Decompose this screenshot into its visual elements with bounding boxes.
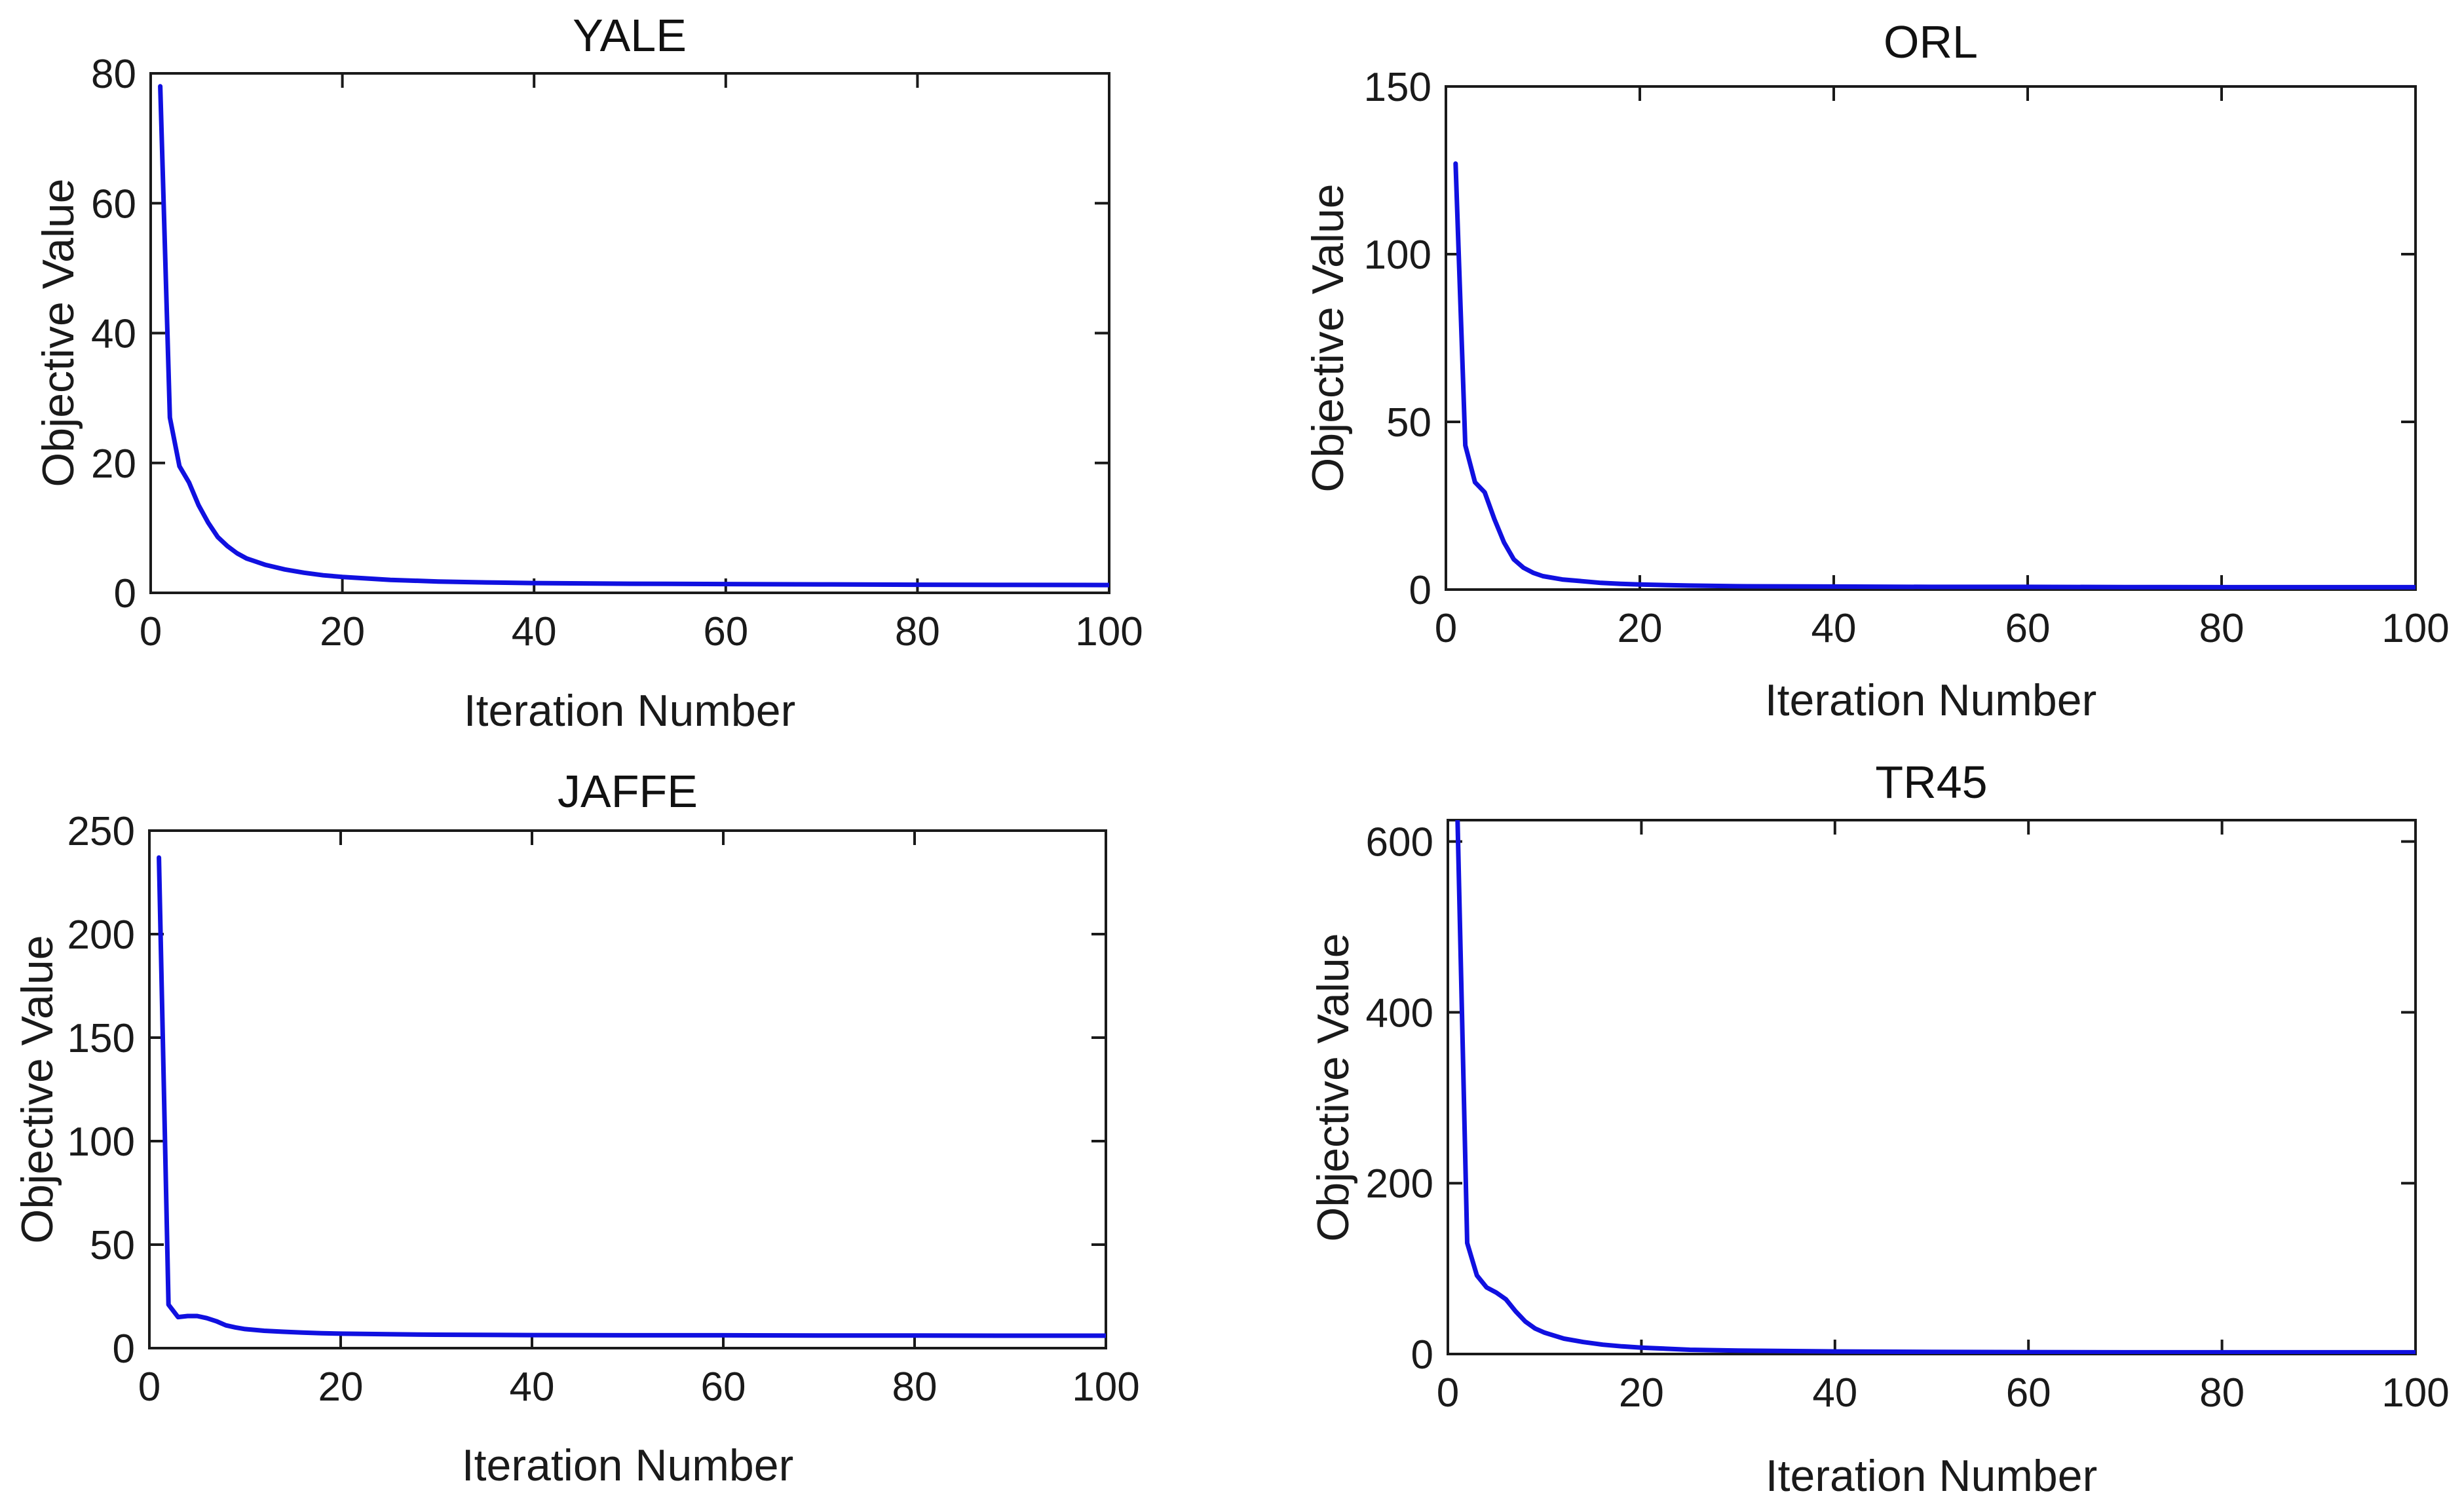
x-tick-label: 0 bbox=[1435, 606, 1457, 651]
x-tick-label: 100 bbox=[1075, 609, 1143, 654]
x-tick-label: 100 bbox=[2381, 606, 2449, 651]
y-tick-label: 150 bbox=[1364, 65, 1431, 110]
x-tick-label: 20 bbox=[318, 1365, 364, 1410]
y-tick-label: 40 bbox=[91, 312, 136, 357]
y-tick-label: 0 bbox=[1409, 568, 1431, 613]
x-tick-label: 0 bbox=[138, 1365, 161, 1410]
y-tick-label: 0 bbox=[1411, 1332, 1433, 1378]
subplot-tr45: TR45 Objective Value Iteration Number 0 2… bbox=[1308, 757, 2450, 1501]
x-tick-label: 100 bbox=[2381, 1370, 2449, 1416]
subplot-orl: ORL Objective Value Iteration Number 0 20… bbox=[1303, 16, 2450, 725]
series-line bbox=[157, 855, 1106, 1338]
subplot-title: ORL bbox=[1884, 16, 1978, 67]
x-tick-label: 100 bbox=[1072, 1365, 1139, 1410]
y-axis-label: Objective Value bbox=[1303, 183, 1353, 492]
x-axis-label: Iteration Number bbox=[462, 1440, 793, 1490]
x-tick-label: 40 bbox=[1811, 606, 1857, 651]
x-tick-label: 0 bbox=[1437, 1370, 1459, 1416]
y-tick-label: 400 bbox=[1366, 990, 1433, 1036]
y-tick-label: 0 bbox=[114, 571, 136, 616]
x-tick-label: 40 bbox=[510, 1365, 555, 1410]
y-tick-label: 250 bbox=[67, 809, 135, 854]
y-tick-label: 200 bbox=[67, 913, 135, 958]
subplot-title: TR45 bbox=[1875, 757, 1987, 808]
plot-frame bbox=[1445, 85, 2417, 591]
x-tick-label: 60 bbox=[703, 609, 748, 654]
y-tick-label: 50 bbox=[90, 1223, 135, 1268]
x-tick-label: 60 bbox=[2006, 1370, 2051, 1416]
x-tick-label: 80 bbox=[2199, 1370, 2245, 1416]
x-tick-label: 20 bbox=[320, 609, 365, 654]
y-tick-label: 100 bbox=[67, 1120, 135, 1165]
x-tick-label: 40 bbox=[1812, 1370, 1857, 1416]
x-tick-label: 60 bbox=[701, 1365, 746, 1410]
x-tick-label: 40 bbox=[512, 609, 557, 654]
x-tick-label: 80 bbox=[895, 609, 940, 654]
y-tick-label: 50 bbox=[1386, 400, 1431, 445]
subplot-yale: YALE Objective Value Iteration Number 0 2… bbox=[33, 10, 1143, 736]
x-tick-label: 0 bbox=[140, 609, 162, 654]
y-tick-label: 100 bbox=[1364, 233, 1431, 278]
x-axis-label: Iteration Number bbox=[1765, 675, 2096, 725]
x-axis-label: Iteration Number bbox=[1766, 1451, 2097, 1501]
y-axis-label: Objective Value bbox=[33, 178, 83, 487]
y-tick-label: 150 bbox=[67, 1016, 135, 1061]
x-axis-label: Iteration Number bbox=[464, 686, 795, 736]
x-tick-label: 20 bbox=[1618, 606, 1663, 651]
y-tick-label: 600 bbox=[1366, 820, 1433, 865]
y-axis-label: Objective Value bbox=[1308, 933, 1358, 1241]
x-tick-label: 80 bbox=[2199, 606, 2245, 651]
x-tick-label: 60 bbox=[2005, 606, 2051, 651]
y-tick-label: 0 bbox=[113, 1327, 135, 1372]
y-axis-label: Objective Value bbox=[12, 935, 62, 1243]
subplot-title: JAFFE bbox=[558, 766, 698, 817]
subplot-title: YALE bbox=[573, 10, 687, 61]
subplot-jaffe: JAFFE Objective Value Iteration Number 0… bbox=[12, 766, 1140, 1490]
plot-frame bbox=[148, 829, 1107, 1349]
series-line bbox=[1453, 161, 2416, 590]
y-tick-label: 200 bbox=[1366, 1161, 1433, 1207]
series-line bbox=[158, 84, 1109, 588]
x-tick-label: 80 bbox=[892, 1365, 938, 1410]
x-tick-label: 20 bbox=[1619, 1370, 1664, 1416]
y-tick-label: 80 bbox=[91, 52, 136, 97]
y-tick-label: 60 bbox=[91, 181, 136, 227]
y-tick-label: 20 bbox=[91, 442, 136, 487]
series-line bbox=[1455, 820, 2416, 1354]
